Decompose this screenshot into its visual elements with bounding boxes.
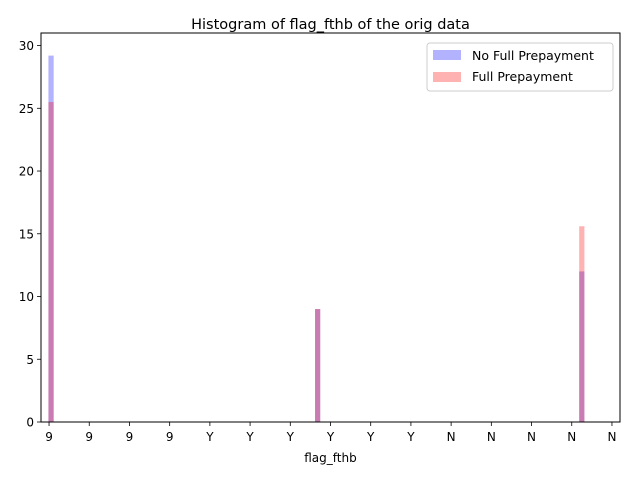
x-tick-label: Y: [366, 430, 375, 444]
chart-title: Histogram of flag_fthb of the orig data: [191, 17, 470, 33]
bars-layer: [48, 56, 584, 422]
y-tick-label: 20: [19, 165, 34, 179]
x-tick-label: N: [527, 430, 536, 444]
x-tick-label: N: [607, 430, 616, 444]
y-axis: 0 5 10 15 20 25 30: [19, 39, 41, 429]
y-tick-label: 30: [19, 39, 34, 53]
x-axis: 9 9 9 9 Y Y Y Y Y Y N N N N N: [45, 422, 616, 444]
y-tick-label: 15: [19, 227, 34, 241]
x-tick-label: 9: [45, 430, 53, 444]
y-tick-label: 25: [19, 102, 34, 116]
y-tick-label: 5: [26, 353, 34, 367]
legend-swatch-no-full-prepayment: [433, 50, 461, 60]
x-tick-label: 9: [85, 430, 93, 444]
legend: No Full Prepayment Full Prepayment: [427, 43, 613, 91]
bar-series-1-2: [579, 226, 584, 422]
y-tick-label: 10: [19, 290, 34, 304]
x-tick-label: Y: [326, 430, 335, 444]
x-tick-label: N: [487, 430, 496, 444]
x-tick-label: 9: [166, 430, 174, 444]
x-tick-label: Y: [406, 430, 415, 444]
x-tick-label: Y: [205, 430, 214, 444]
legend-label-no-full-prepayment: No Full Prepayment: [472, 48, 594, 63]
x-tick-label: Y: [286, 430, 295, 444]
bar-series-1-1: [315, 309, 320, 422]
bar-series-1-0: [48, 102, 53, 422]
x-tick-label: 9: [126, 430, 134, 444]
x-axis-label: flag_fthb: [304, 451, 356, 465]
x-tick-label: N: [567, 430, 576, 444]
x-tick-label: Y: [245, 430, 254, 444]
legend-swatch-full-prepayment: [433, 72, 461, 82]
legend-label-full-prepayment: Full Prepayment: [472, 69, 573, 84]
x-tick-label: N: [447, 430, 456, 444]
y-tick-label: 0: [26, 416, 34, 430]
